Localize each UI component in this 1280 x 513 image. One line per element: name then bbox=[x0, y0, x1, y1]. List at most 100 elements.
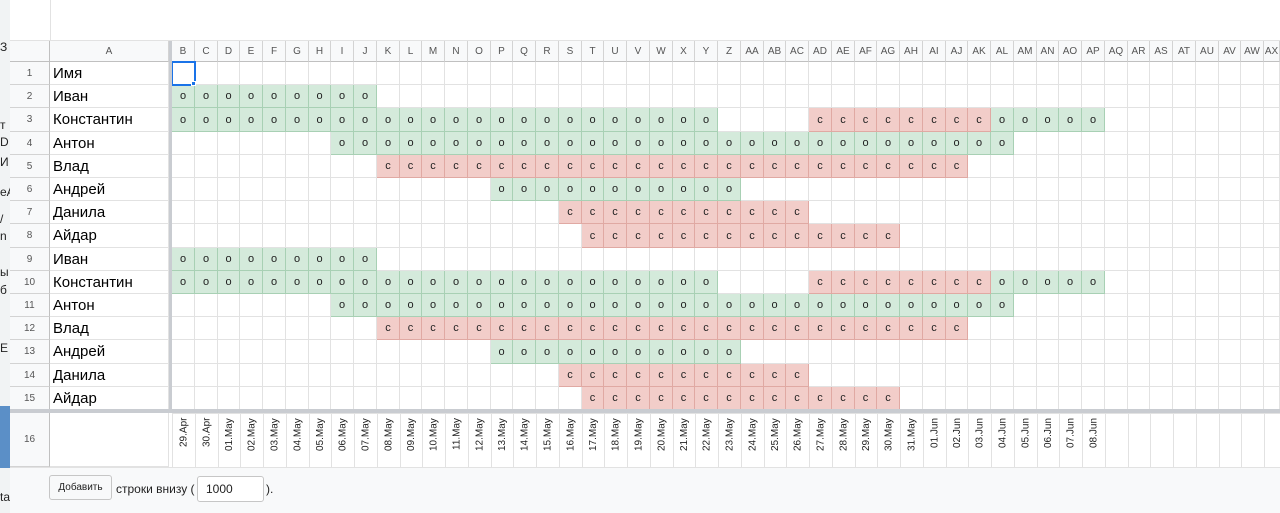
grid-cell[interactable] bbox=[946, 224, 968, 248]
row-header[interactable]: 10 bbox=[10, 271, 50, 294]
grid-cell[interactable] bbox=[491, 224, 513, 248]
grid-cell[interactable] bbox=[1150, 201, 1173, 224]
attendance-cell-c[interactable]: с bbox=[855, 317, 877, 340]
column-header[interactable]: X bbox=[673, 41, 695, 62]
attendance-cell-c[interactable]: с bbox=[877, 155, 900, 178]
grid-cell[interactable] bbox=[1196, 248, 1219, 271]
grid-cell[interactable] bbox=[900, 224, 923, 248]
grid-cell[interactable] bbox=[786, 62, 809, 85]
date-cell[interactable]: 12.May bbox=[468, 413, 491, 467]
attendance-cell-o[interactable]: о bbox=[536, 294, 559, 317]
grid-cell[interactable] bbox=[923, 364, 946, 387]
grid-cell[interactable] bbox=[468, 178, 491, 201]
grid-cell[interactable] bbox=[1037, 340, 1059, 364]
attendance-cell-o[interactable]: о bbox=[331, 85, 354, 108]
grid-cell[interactable] bbox=[923, 62, 946, 85]
grid-cell[interactable] bbox=[718, 62, 741, 85]
name-cell[interactable]: Влад bbox=[50, 317, 169, 340]
attendance-cell-o[interactable]: о bbox=[1082, 108, 1105, 132]
grid-cell[interactable] bbox=[468, 224, 491, 248]
attendance-cell-o[interactable]: о bbox=[968, 294, 991, 317]
grid-cell[interactable] bbox=[195, 178, 218, 201]
grid-cell[interactable] bbox=[1037, 155, 1059, 178]
attendance-cell-c[interactable]: с bbox=[809, 317, 832, 340]
grid-cell[interactable] bbox=[968, 85, 991, 108]
grid-cell[interactable] bbox=[786, 248, 809, 271]
column-header[interactable]: AF bbox=[855, 41, 877, 62]
attendance-cell-c[interactable]: с bbox=[400, 155, 422, 178]
column-header[interactable]: AS bbox=[1150, 41, 1173, 62]
grid-cell[interactable] bbox=[1219, 178, 1241, 201]
grid-cell[interactable] bbox=[1173, 62, 1196, 85]
grid-cell[interactable] bbox=[1014, 387, 1037, 410]
date-cell[interactable]: 14.May bbox=[513, 413, 536, 467]
attendance-cell-o[interactable]: о bbox=[559, 108, 582, 132]
grid-cell[interactable] bbox=[946, 248, 968, 271]
column-header[interactable]: Q bbox=[513, 41, 536, 62]
attendance-cell-o[interactable]: о bbox=[1082, 271, 1105, 294]
date-cell[interactable]: 25.May bbox=[764, 413, 786, 467]
grid-cell[interactable] bbox=[900, 340, 923, 364]
grid-cell[interactable] bbox=[650, 85, 673, 108]
attendance-cell-c[interactable]: с bbox=[559, 364, 582, 387]
grid-cell[interactable] bbox=[263, 224, 286, 248]
attendance-cell-o[interactable]: о bbox=[809, 294, 832, 317]
grid-cell[interactable] bbox=[764, 178, 786, 201]
grid-cell[interactable] bbox=[1173, 413, 1196, 467]
attendance-cell-c[interactable]: с bbox=[900, 317, 923, 340]
grid-cell[interactable] bbox=[354, 155, 377, 178]
attendance-cell-c[interactable]: с bbox=[468, 155, 491, 178]
attendance-cell-o[interactable]: о bbox=[559, 132, 582, 155]
attendance-cell-c[interactable]: с bbox=[900, 108, 923, 132]
grid-cell[interactable] bbox=[1150, 364, 1173, 387]
grid-cell[interactable] bbox=[559, 85, 582, 108]
attendance-cell-c[interactable]: с bbox=[695, 155, 718, 178]
add-rows-button[interactable]: Добавить bbox=[49, 475, 112, 500]
grid-cell[interactable] bbox=[1241, 364, 1264, 387]
grid-cell[interactable] bbox=[1196, 364, 1219, 387]
attendance-cell-c[interactable]: с bbox=[604, 387, 627, 410]
grid-cell[interactable] bbox=[400, 340, 422, 364]
column-header[interactable]: J bbox=[354, 41, 377, 62]
attendance-cell-o[interactable]: о bbox=[582, 132, 604, 155]
column-header[interactable]: M bbox=[422, 41, 445, 62]
grid-cell[interactable] bbox=[1128, 62, 1150, 85]
grid-cell[interactable] bbox=[1241, 108, 1264, 132]
grid-cell[interactable] bbox=[172, 178, 195, 201]
column-header[interactable]: F bbox=[263, 41, 286, 62]
grid-cell[interactable] bbox=[855, 178, 877, 201]
grid-cell[interactable] bbox=[559, 248, 582, 271]
column-header[interactable]: E bbox=[240, 41, 263, 62]
grid-cell[interactable] bbox=[1150, 62, 1173, 85]
date-cell[interactable]: 13.May bbox=[491, 413, 513, 467]
grid-cell[interactable] bbox=[1128, 85, 1150, 108]
grid-cell[interactable] bbox=[172, 132, 195, 155]
grid-cell[interactable] bbox=[786, 108, 809, 132]
attendance-cell-o[interactable]: о bbox=[331, 248, 354, 271]
attendance-cell-c[interactable]: с bbox=[832, 271, 855, 294]
grid-cell[interactable] bbox=[1264, 155, 1280, 178]
column-header[interactable]: W bbox=[650, 41, 673, 62]
grid-cell[interactable] bbox=[1059, 155, 1082, 178]
grid-cell[interactable] bbox=[309, 364, 331, 387]
grid-cell[interactable] bbox=[422, 340, 445, 364]
attendance-cell-c[interactable]: с bbox=[718, 387, 741, 410]
attendance-cell-o[interactable]: о bbox=[422, 294, 445, 317]
grid-cell[interactable] bbox=[1128, 224, 1150, 248]
grid-cell[interactable] bbox=[1241, 248, 1264, 271]
column-header[interactable]: R bbox=[536, 41, 559, 62]
grid-cell[interactable] bbox=[1173, 248, 1196, 271]
grid-cell[interactable] bbox=[400, 62, 422, 85]
attendance-cell-o[interactable]: о bbox=[695, 178, 718, 201]
grid-cell[interactable] bbox=[1105, 132, 1128, 155]
attendance-cell-c[interactable]: с bbox=[604, 364, 627, 387]
grid-cell[interactable] bbox=[1264, 201, 1280, 224]
grid-cell[interactable] bbox=[786, 178, 809, 201]
grid-cell[interactable] bbox=[1105, 387, 1128, 410]
grid-cell[interactable] bbox=[1059, 248, 1082, 271]
grid-cell[interactable] bbox=[1196, 387, 1219, 410]
grid-cell[interactable] bbox=[1173, 340, 1196, 364]
attendance-cell-o[interactable]: о bbox=[991, 271, 1014, 294]
grid-cell[interactable] bbox=[1150, 108, 1173, 132]
attendance-cell-c[interactable]: с bbox=[809, 271, 832, 294]
